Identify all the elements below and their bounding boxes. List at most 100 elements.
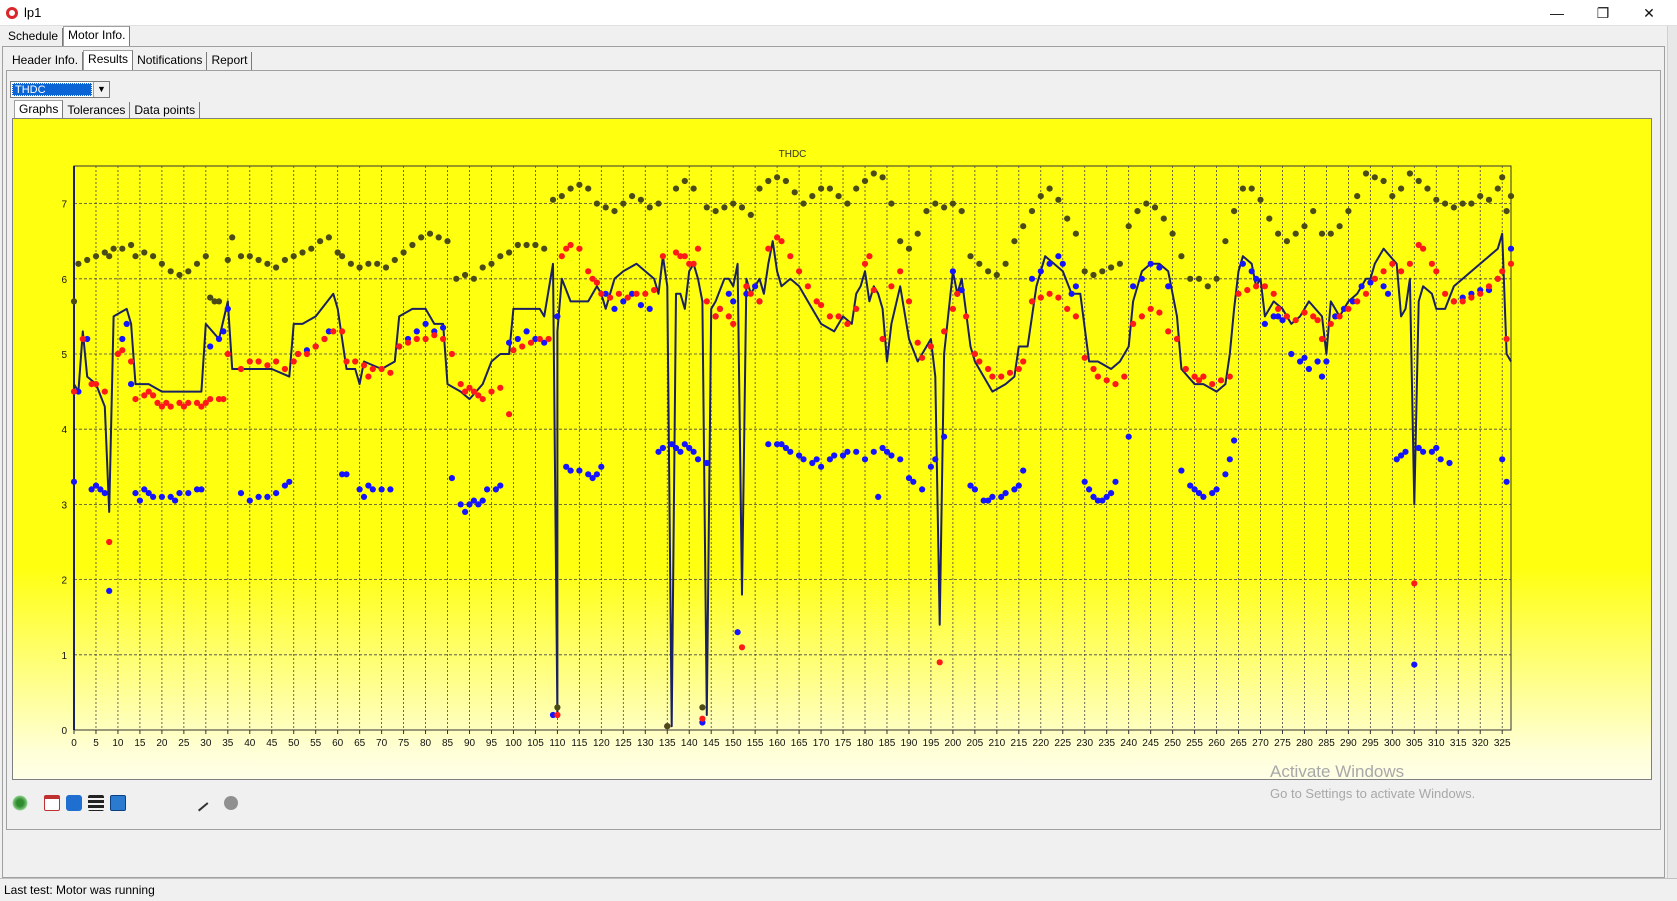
y-tick-label: 2 xyxy=(61,576,67,587)
blue-data-point xyxy=(378,486,385,493)
olive-data-point xyxy=(611,208,618,215)
blue-data-point xyxy=(360,493,368,500)
tab-notifications[interactable]: Notifications xyxy=(133,52,208,70)
maximize-button[interactable]: ❐ xyxy=(1596,5,1610,21)
list-icon[interactable] xyxy=(88,795,104,811)
blue-data-point xyxy=(1020,467,1027,474)
red-data-point xyxy=(1244,287,1251,294)
blue-data-point xyxy=(172,497,179,504)
blue-data-point xyxy=(1323,358,1330,365)
tab-results[interactable]: Results xyxy=(83,50,134,70)
x-tick-label: 75 xyxy=(398,738,410,749)
red-data-point xyxy=(1371,275,1378,282)
olive-data-point xyxy=(1362,170,1370,177)
blue-data-point xyxy=(646,305,653,312)
tab-data-points[interactable]: Data points xyxy=(130,102,201,120)
red-data-point xyxy=(202,399,209,406)
blue-data-point xyxy=(774,441,781,448)
olive-data-point xyxy=(106,253,113,260)
red-data-point xyxy=(897,268,904,275)
red-data-point xyxy=(404,339,412,346)
tab-header-info[interactable]: Header Info. xyxy=(8,52,84,70)
olive-data-point xyxy=(317,238,324,245)
olive-data-point xyxy=(435,234,442,241)
blue-data-point xyxy=(92,482,100,489)
olive-data-point xyxy=(738,204,746,211)
red-data-point xyxy=(1046,290,1053,297)
blue-data-point xyxy=(198,486,205,493)
refresh-icon[interactable] xyxy=(66,795,82,811)
x-tick-label: 310 xyxy=(1428,738,1445,749)
blue-data-point xyxy=(998,493,1005,500)
olive-data-point xyxy=(339,253,346,260)
red-data-point xyxy=(215,396,223,403)
red-data-point xyxy=(1270,290,1277,297)
pen-icon[interactable] xyxy=(191,794,209,812)
tab-motor-info[interactable]: Motor Info. xyxy=(63,26,131,46)
blue-data-point xyxy=(694,456,702,463)
calendar-icon[interactable] xyxy=(44,795,60,811)
blue-data-point xyxy=(523,328,530,335)
red-data-point xyxy=(716,305,724,312)
blue-data-point xyxy=(1279,317,1286,324)
blue-data-point xyxy=(655,448,662,455)
olive-data-point xyxy=(211,298,218,305)
chevron-down-icon[interactable]: ▼ xyxy=(93,82,109,97)
red-data-point xyxy=(101,388,108,395)
olive-data-point xyxy=(905,245,913,252)
x-tick-label: 115 xyxy=(571,738,587,749)
olive-data-point xyxy=(374,260,381,267)
red-data-point xyxy=(585,268,592,275)
olive-data-point xyxy=(202,253,209,260)
red-data-point xyxy=(1037,294,1044,301)
olive-data-point xyxy=(655,200,662,207)
blue-data-point xyxy=(1165,283,1172,290)
olive-data-point xyxy=(193,260,201,267)
olive-data-point xyxy=(985,268,992,275)
blue-data-point xyxy=(611,305,618,312)
olive-data-point xyxy=(1151,204,1159,211)
blue-data-point xyxy=(281,482,288,489)
olive-data-point xyxy=(1134,208,1141,215)
x-tick-label: 35 xyxy=(222,738,234,749)
vertical-scrollbar[interactable] xyxy=(1667,26,1677,878)
blue-data-point xyxy=(1275,313,1282,320)
status-indicator-icon xyxy=(224,796,238,810)
tab-graphs[interactable]: Graphs xyxy=(14,100,64,120)
olive-data-point xyxy=(1055,196,1062,203)
red-data-point xyxy=(1411,580,1418,587)
minimize-button[interactable]: — xyxy=(1550,5,1564,21)
x-tick-label: 55 xyxy=(310,738,322,749)
red-data-point xyxy=(1310,313,1317,320)
blue-data-point xyxy=(106,587,113,594)
parameter-select[interactable]: THDC ▼ xyxy=(10,81,110,98)
export-icon[interactable] xyxy=(110,795,126,811)
olive-data-point xyxy=(128,241,135,249)
blue-data-point xyxy=(1068,290,1075,297)
olive-data-point xyxy=(1301,223,1308,230)
red-data-point xyxy=(519,343,526,350)
red-data-point xyxy=(774,234,781,241)
red-data-point xyxy=(167,403,174,410)
parameter-select-value: THDC xyxy=(12,83,92,96)
red-data-point xyxy=(237,365,245,373)
tab-report[interactable]: Report xyxy=(207,52,253,70)
blue-data-point xyxy=(343,471,350,478)
motor-gear-icon[interactable] xyxy=(12,795,28,811)
olive-data-point xyxy=(158,260,165,267)
tab-schedule[interactable]: Schedule xyxy=(4,28,64,46)
close-button[interactable]: ✕ xyxy=(1643,5,1655,21)
blue-data-point xyxy=(1393,456,1400,463)
olive-data-point xyxy=(681,177,688,185)
y-tick-label: 7 xyxy=(61,200,67,211)
blue-data-point xyxy=(1507,245,1515,252)
y-tick-label: 0 xyxy=(61,726,67,737)
olive-data-point xyxy=(1468,200,1475,207)
x-tick-label: 295 xyxy=(1362,738,1379,749)
olive-data-point xyxy=(765,177,772,185)
tab-tolerances[interactable]: Tolerances xyxy=(63,102,131,120)
bottom-toolbar xyxy=(0,783,1677,823)
blue-data-point xyxy=(870,448,877,455)
olive-data-point xyxy=(620,200,627,207)
red-data-point xyxy=(1318,335,1326,343)
